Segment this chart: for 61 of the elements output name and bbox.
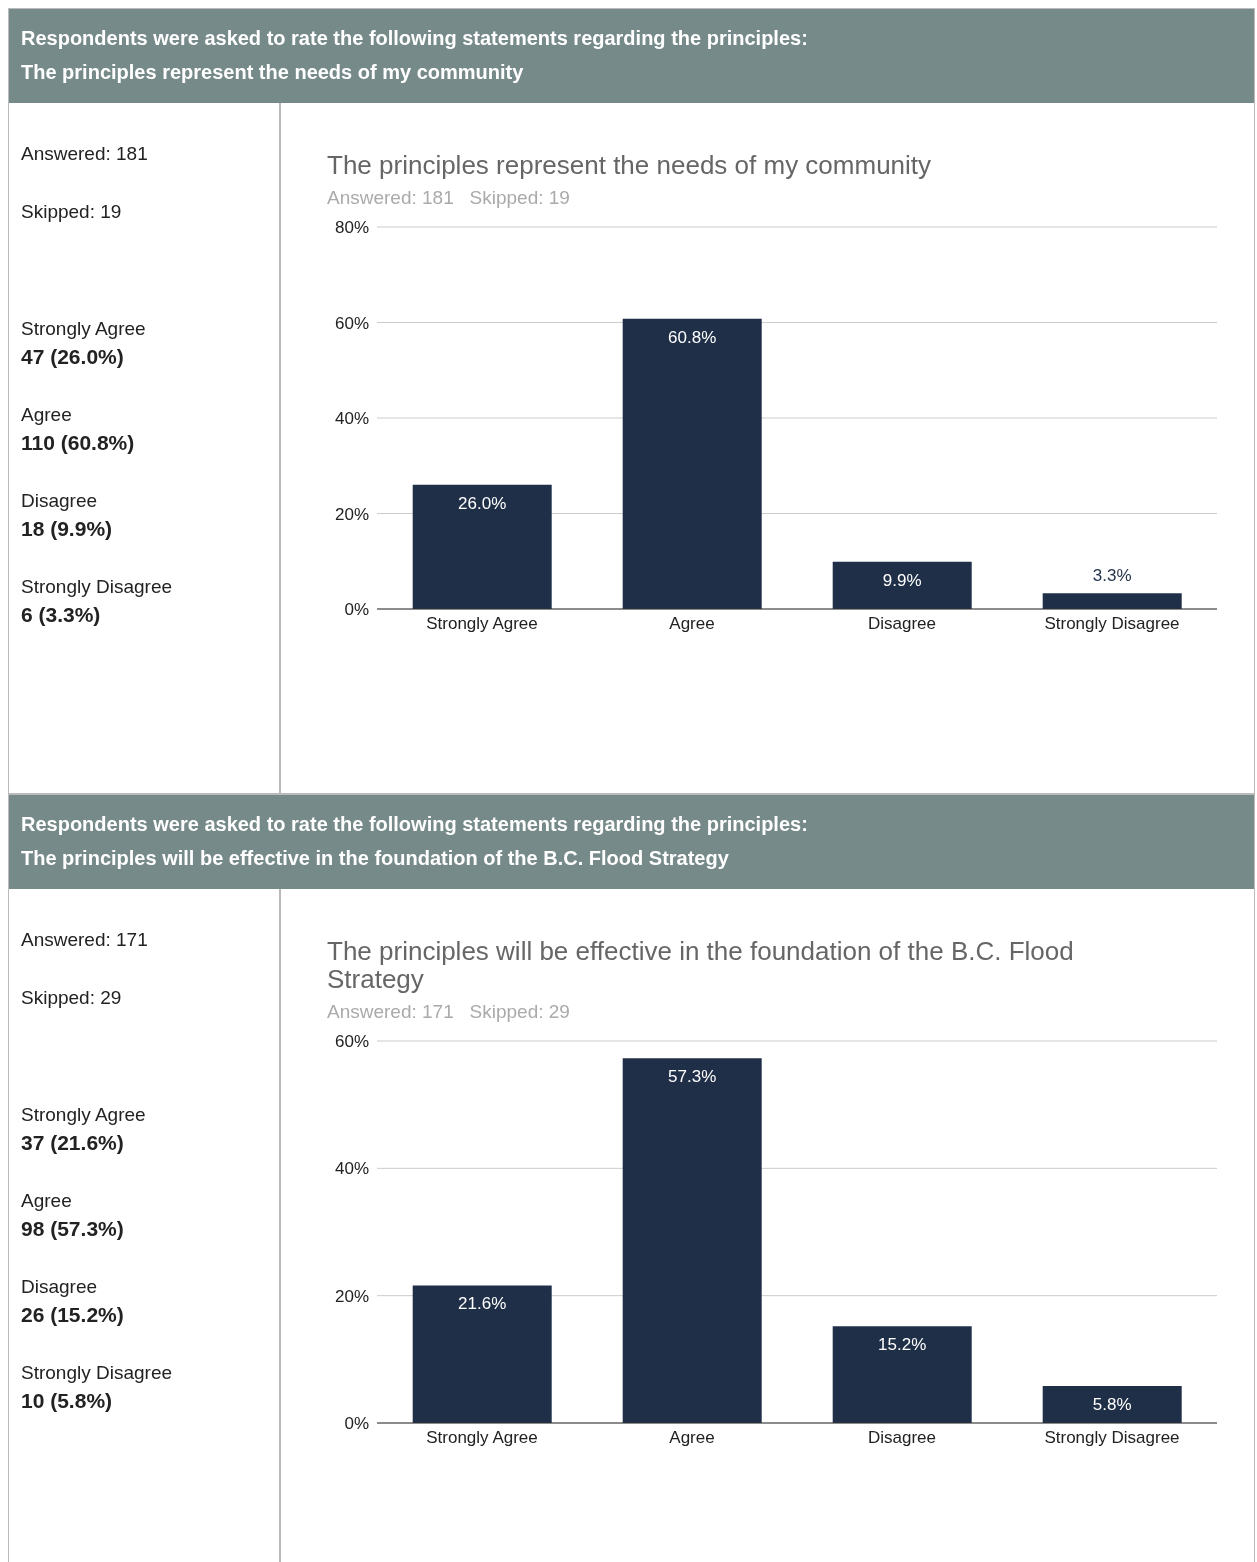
chart-title: The principles represent the needs of my community: [327, 150, 933, 180]
data-label: 26.0%: [458, 493, 507, 513]
data-label: 21.6%: [458, 1294, 507, 1314]
text: Agree: [21, 1189, 73, 1213]
text: Skipped: 29: [21, 987, 123, 1009]
text: 6 (3.3%): [21, 602, 102, 628]
data-label: 57.3%: [668, 1067, 717, 1087]
y-tick-label: 40%: [334, 1159, 369, 1179]
x-tick-label: Agree: [669, 1428, 715, 1448]
chart-subtitle: Answered: 171 Skipped: 29: [327, 1001, 571, 1023]
text: Strongly Disagree: [21, 1361, 174, 1385]
y-tick-label: 0%: [344, 1414, 369, 1434]
text: Answered: 171: [21, 929, 149, 951]
text: Skipped: 19: [21, 201, 123, 223]
bar: [1042, 593, 1182, 609]
bar: [622, 318, 762, 609]
data-label: 15.2%: [878, 1335, 927, 1355]
text: 47 (26.0%): [21, 344, 125, 370]
text: Respondents were asked to rate the following statements regarding the principles:: [21, 812, 809, 837]
text: The principles represent the needs of my community: [21, 60, 525, 85]
bar: [832, 1326, 972, 1423]
text: Strongly Agree: [21, 1103, 147, 1127]
text: Respondents were asked to rate the following statements regarding the principles:: [21, 26, 809, 51]
bar: [412, 484, 552, 609]
y-tick-label: 40%: [334, 409, 369, 429]
data-label: 9.9%: [882, 570, 922, 590]
bar: [622, 1058, 762, 1423]
chart-title: The principles will be effective in the foundation of the B.C. Flood Strategy: [327, 936, 1075, 994]
text: Agree: [21, 403, 73, 427]
text: Strongly Agree: [21, 317, 147, 341]
text: 18 (9.9%): [21, 516, 114, 542]
x-tick-label: Strongly Agree: [426, 1428, 538, 1448]
y-tick-label: 60%: [334, 313, 369, 333]
bar: [1042, 1386, 1182, 1423]
text: Disagree: [21, 489, 99, 513]
x-tick-label: Strongly Disagree: [1044, 1428, 1180, 1448]
text: 10 (5.8%): [21, 1388, 114, 1414]
text: 110 (60.8%): [21, 430, 136, 456]
y-tick-label: 20%: [334, 1286, 369, 1306]
text: 98 (57.3%): [21, 1216, 125, 1242]
chart-subtitle: Answered: 181 Skipped: 19: [327, 187, 571, 209]
x-tick-label: Disagree: [867, 1428, 937, 1448]
x-tick-label: Agree: [669, 614, 715, 634]
text: Strongly Disagree: [21, 575, 174, 599]
y-tick-label: 0%: [344, 600, 369, 620]
bar: [832, 561, 972, 609]
text: 26 (15.2%): [21, 1302, 125, 1328]
y-tick-label: 80%: [334, 218, 369, 238]
x-tick-label: Disagree: [867, 614, 937, 634]
data-label: 60.8%: [668, 327, 717, 347]
text: Answered: 181: [21, 143, 149, 165]
data-label: 5.8%: [1092, 1395, 1132, 1415]
text: 37 (21.6%): [21, 1130, 125, 1156]
text: Disagree: [21, 1275, 99, 1299]
data-label: 3.3%: [1092, 566, 1132, 586]
x-tick-label: Strongly Agree: [426, 614, 538, 634]
y-tick-label: 60%: [334, 1032, 369, 1052]
x-tick-label: Strongly Disagree: [1044, 614, 1180, 634]
y-tick-label: 20%: [334, 504, 369, 524]
bar: [412, 1285, 552, 1423]
text: The principles will be effective in the foundation of the B.C. Flood Strategy: [21, 846, 730, 871]
